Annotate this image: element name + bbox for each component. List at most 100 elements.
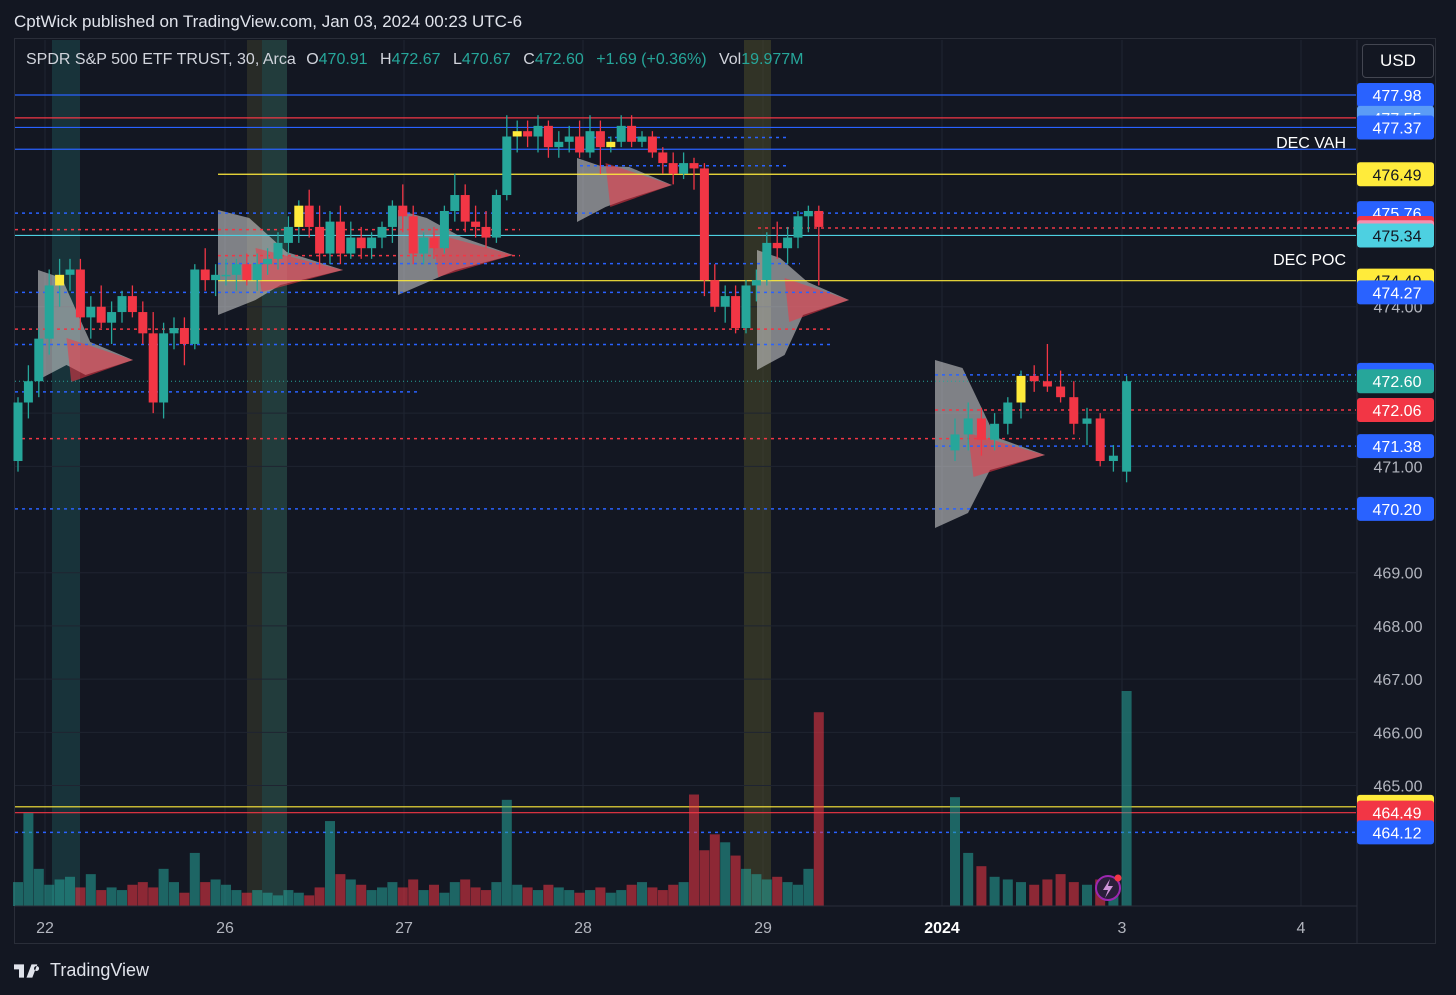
- price-axis-tick: 465.00: [1374, 779, 1423, 796]
- candle-body: [533, 125, 543, 137]
- candle-body: [1029, 375, 1039, 382]
- volume-bar: [75, 887, 86, 906]
- volume-bar: [989, 876, 1000, 906]
- volume-bar: [678, 882, 689, 906]
- volume-bar: [553, 887, 564, 906]
- volume-profile-red: [605, 163, 672, 207]
- low-label: L: [452, 51, 462, 68]
- candle-body: [283, 226, 293, 243]
- candle-body: [86, 306, 96, 318]
- volume-value: 19.977M: [741, 51, 804, 68]
- volume-bar: [210, 879, 221, 906]
- candle-body: [950, 434, 960, 451]
- lightning-icon: [1103, 879, 1113, 898]
- volume-bar: [1068, 882, 1079, 906]
- candle-body: [543, 125, 553, 148]
- volume-bar: [813, 712, 824, 906]
- volume-bar: [200, 882, 211, 906]
- price-label: 477.37: [1373, 120, 1422, 137]
- low-value: 470.67: [461, 51, 511, 68]
- volume-bar: [616, 890, 627, 906]
- candle-body: [34, 338, 44, 382]
- volume-bar: [241, 892, 252, 906]
- candle-body: [211, 274, 221, 281]
- price-axis-tick: 468.00: [1374, 619, 1423, 636]
- volume-bar: [429, 884, 439, 906]
- candle-body: [148, 333, 158, 403]
- volume-bar: [293, 892, 304, 906]
- volume-bar: [491, 882, 502, 906]
- volume-bar: [637, 882, 647, 906]
- candle-body: [1042, 381, 1052, 387]
- price-axis-tick: 471.00: [1374, 459, 1423, 476]
- volume-bar: [689, 794, 699, 906]
- volume-bar: [418, 890, 429, 906]
- candle-body: [450, 195, 460, 211]
- candle-body: [273, 242, 283, 259]
- volume-bar: [33, 868, 44, 906]
- volume-bar: [273, 895, 283, 906]
- price-label-box: [1357, 162, 1434, 187]
- volume-bar: [793, 884, 803, 906]
- volume-bar: [741, 868, 751, 906]
- high-value: 472.67: [391, 51, 441, 68]
- volume-bar: [501, 799, 512, 906]
- candle-body: [23, 381, 33, 403]
- time-axis-tick: 2024: [924, 920, 960, 937]
- candle-body: [346, 237, 356, 254]
- volume-bar: [460, 879, 471, 906]
- volume-bar: [106, 887, 117, 906]
- volume-bar: [657, 890, 668, 906]
- price-label: 474.27: [1373, 285, 1422, 302]
- tradingview-logo[interactable]: TradingView: [14, 960, 149, 981]
- volume-bar: [377, 887, 387, 906]
- candle-body: [200, 269, 210, 281]
- volume-bar: [1082, 884, 1092, 906]
- volume-bar: [283, 890, 294, 906]
- candle-body: [814, 210, 824, 227]
- volume-bar: [408, 879, 419, 906]
- candle-body: [1016, 375, 1026, 403]
- candle-body: [127, 296, 137, 313]
- price-axis-tick: 469.00: [1374, 566, 1423, 583]
- price-label: 464.49: [1373, 806, 1422, 823]
- candle-body: [783, 237, 793, 249]
- volume-bar: [543, 884, 554, 906]
- candle-body: [325, 221, 335, 254]
- volume-bar: [158, 868, 169, 906]
- time-axis-tick: 4: [1297, 920, 1306, 937]
- candle-body: [169, 328, 179, 334]
- currency-button[interactable]: USD: [1362, 44, 1434, 78]
- candle-body: [419, 237, 429, 254]
- candle-body: [772, 242, 782, 249]
- volume-bar: [481, 890, 491, 906]
- candle-body: [429, 237, 439, 249]
- candle-body: [720, 296, 730, 307]
- candle-body: [668, 163, 678, 174]
- session-band: [262, 40, 287, 906]
- volume-bar: [709, 834, 720, 906]
- price-axis-tick: 466.00: [1374, 725, 1423, 742]
- candle-body: [658, 152, 668, 164]
- candle-body: [138, 312, 148, 334]
- volume-bar: [231, 890, 242, 906]
- price-label-box: [1357, 496, 1434, 521]
- level-annotation: DEC VAH: [1276, 135, 1346, 152]
- price-label: 476.49: [1373, 167, 1422, 184]
- volume-bar: [605, 892, 616, 906]
- candle-body: [512, 131, 522, 137]
- volume-bar: [335, 874, 346, 906]
- symbol-name: SPDR S&P 500 ETF TRUST, 30, Arca: [26, 51, 296, 68]
- volume-bar: [533, 890, 543, 906]
- candle-body: [647, 136, 657, 153]
- volume-bar: [950, 797, 960, 906]
- level-annotation: DEC POC: [1273, 252, 1346, 269]
- volume-bar: [44, 884, 55, 906]
- tradingview-logo-icon: [14, 963, 40, 978]
- candle-body: [304, 205, 314, 227]
- volume-bar: [65, 876, 75, 906]
- volume-bar: [221, 884, 231, 906]
- volume-bar: [137, 882, 148, 906]
- candle-body: [575, 136, 585, 153]
